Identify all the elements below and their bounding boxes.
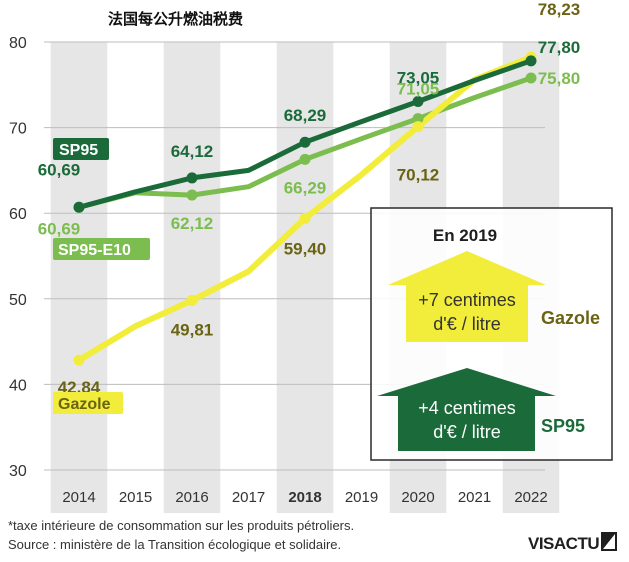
data-label-sp95-2022: 77,80: [538, 38, 581, 57]
data-label-sp95_e10-2014: 60,69: [38, 219, 81, 238]
visactu-logo-text: VISACTU: [528, 534, 599, 553]
gazole-increase-unit: d'€ / litre: [433, 314, 500, 334]
point-sp95_e10-2022: [525, 72, 537, 84]
x-tick-2014: 2014: [62, 489, 95, 506]
point-sp95-2016: [186, 172, 198, 184]
y-tick-50: 50: [9, 292, 27, 309]
data-label-gazole-2022: 78,23: [538, 0, 581, 19]
gazole-up-arrow: [388, 251, 546, 342]
x-tick-2016: 2016: [175, 489, 208, 506]
data-label-sp95_e10-2022: 75,80: [538, 69, 581, 88]
visactu-logo: VISACTU: [528, 532, 617, 553]
annotation-title: En 2019: [433, 226, 497, 245]
legend-sp95-badge: [53, 138, 109, 160]
sp95-increase-label: SP95: [541, 416, 585, 436]
data-label-sp95_e10-2020: 71,05: [397, 80, 440, 99]
y-tick-60: 60: [9, 206, 27, 223]
x-tick-2021: 2021: [458, 489, 491, 506]
chart-title: 法国每公升燃油税费: [108, 10, 243, 28]
legend-gazole-badge: [53, 392, 123, 414]
data-label-sp95-2014: 60,69: [38, 160, 81, 179]
year-band-2016: [163, 42, 221, 513]
legend-sp95-e10: SP95-E10: [53, 238, 150, 260]
data-label-sp95_e10-2016: 62,12: [171, 214, 214, 233]
legend-sp95-label: SP95: [59, 142, 98, 159]
legend-gazole: Gazole: [53, 392, 123, 414]
data-label-gazole-2018: 59,40: [284, 239, 327, 258]
point-sp95-2020: [412, 95, 424, 107]
x-tick-2015: 2015: [119, 489, 152, 506]
x-tick-2020: 2020: [401, 489, 434, 506]
point-gazole-2018: [299, 212, 311, 224]
legend-gazole-label: Gazole: [58, 396, 111, 413]
point-sp95-2022: [525, 55, 537, 67]
sp95-up-arrow: [377, 368, 556, 451]
data-label-sp95-2018: 68,29: [284, 106, 327, 125]
annotation-panel: En 2019 +7 centimes d'€ / litre Gazole +…: [370, 207, 613, 461]
point-sp95-2018: [299, 136, 311, 148]
data-label-gazole-2020: 70,12: [397, 166, 440, 185]
legend-sp95-e10-label: SP95-E10: [58, 242, 131, 259]
point-gazole-2014: [73, 354, 85, 366]
x-tick-2019: 2019: [345, 489, 378, 506]
data-label-sp95-2016: 64,12: [171, 142, 214, 161]
point-sp95_e10-2018: [299, 153, 311, 165]
point-sp95_e10-2016: [186, 189, 198, 201]
legend-sp95: SP95: [53, 138, 109, 160]
y-tick-30: 30: [9, 463, 27, 480]
point-gazole-2016: [186, 294, 198, 306]
gazole-increase-value: +7 centimes: [418, 290, 516, 310]
sp95-increase-unit: d'€ / litre: [433, 422, 500, 442]
year-band-2014: [50, 42, 108, 513]
year-band-2018: [276, 42, 334, 513]
visactu-logo-mark-slash: [603, 534, 615, 549]
x-tick-2017: 2017: [232, 489, 265, 506]
x-tick-2022: 2022: [514, 489, 547, 506]
legend-sp95-e10-badge: [53, 238, 150, 260]
source-note: Source : ministère de la Transition écol…: [8, 537, 341, 552]
data-label-sp95-2020: 73,05: [397, 68, 440, 87]
data-label-sp95_e10-2018: 66,29: [284, 178, 327, 197]
data-label-gazole-2016: 49,81: [171, 320, 214, 339]
footnote: *taxe intérieure de consommation sur les…: [8, 518, 354, 533]
point-gazole-2020: [412, 121, 424, 133]
point-sp95_e10-2020: [412, 113, 424, 125]
point-sp95-2014: [73, 201, 85, 213]
y-tick-70: 70: [9, 121, 27, 138]
gazole-increase-label: Gazole: [541, 308, 600, 328]
sp95-increase-value: +4 centimes: [418, 398, 516, 418]
y-tick-80: 80: [9, 35, 27, 52]
y-tick-40: 40: [9, 377, 27, 394]
x-tick-2018: 2018: [288, 489, 321, 506]
